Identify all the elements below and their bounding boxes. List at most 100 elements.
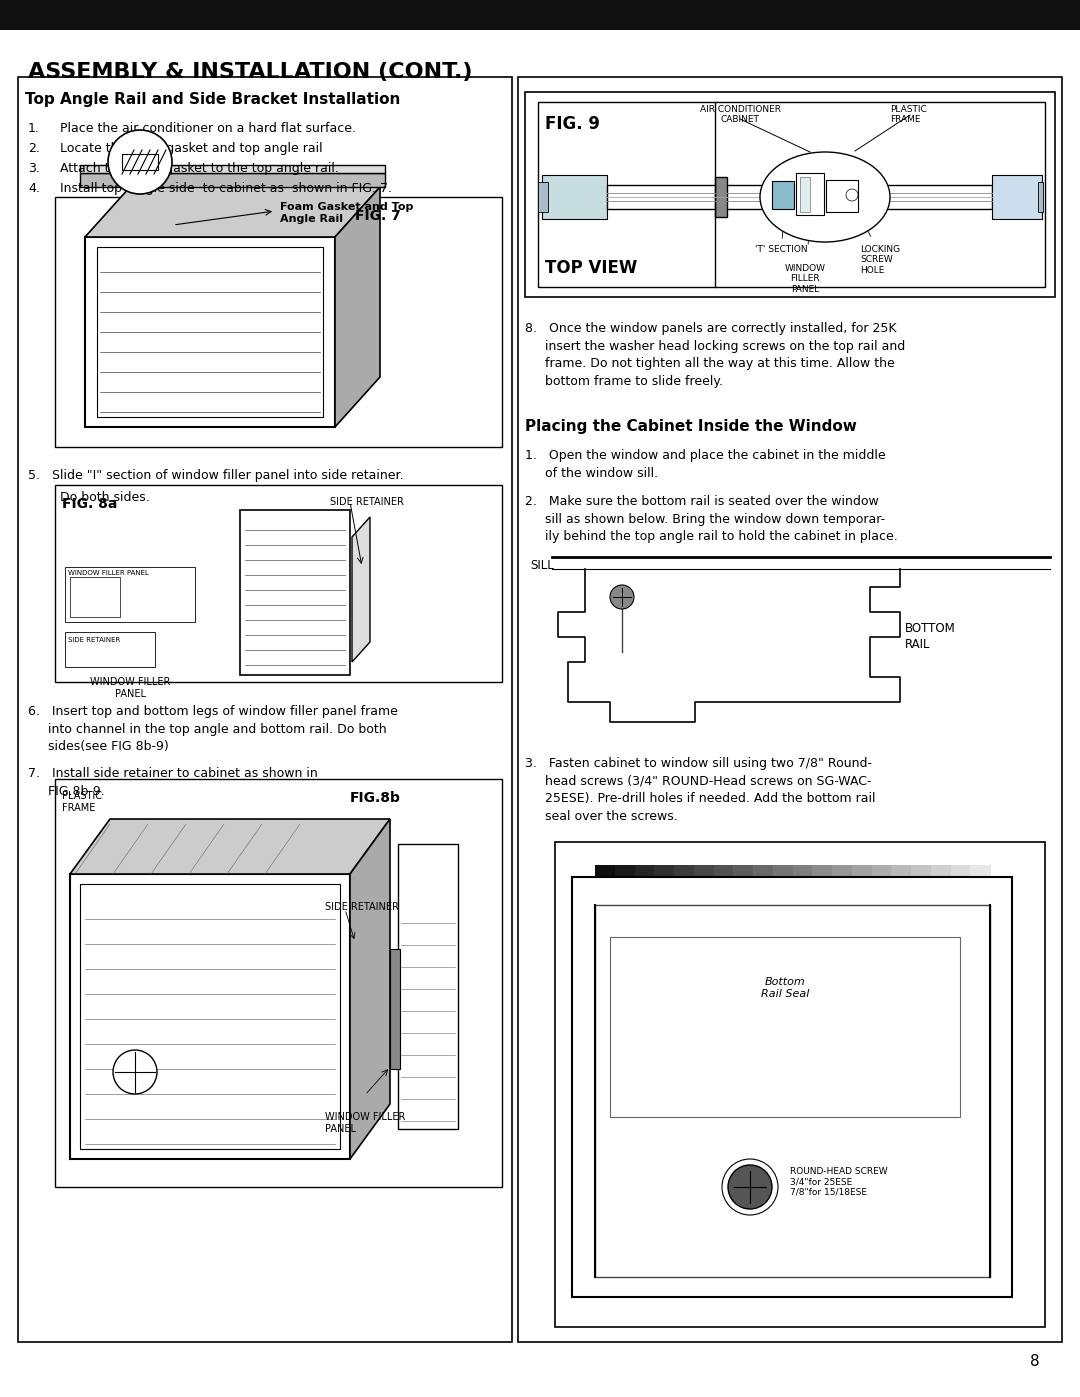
Text: 'T' SECTION: 'T' SECTION [755, 244, 808, 254]
Bar [812, 901, 833, 915]
Bar [654, 901, 675, 915]
Bar [654, 865, 675, 887]
Circle shape [728, 1165, 772, 1208]
Bar [812, 865, 833, 887]
Bar [70, 577, 120, 617]
Text: WINDOW
FILLER
PANEL: WINDOW FILLER PANEL [784, 264, 825, 293]
Bar [773, 865, 794, 887]
Text: SIDE RETAINER: SIDE RETAINER [330, 497, 404, 507]
Bar [615, 865, 635, 887]
Text: 1.: 1. [28, 122, 40, 136]
Text: 1.   Open the window and place the cabinet in the middle
     of the window sill: 1. Open the window and place the cabinet… [525, 448, 886, 479]
Text: LOCKING
SCREW
HOLE: LOCKING SCREW HOLE [860, 244, 900, 275]
Bar [595, 901, 616, 915]
Bar [97, 247, 323, 416]
Text: PLASTIC
FRAME: PLASTIC FRAME [62, 791, 102, 813]
Bar [793, 901, 813, 915]
Bar [674, 901, 694, 915]
Circle shape [108, 130, 172, 194]
Bar [610, 937, 960, 1118]
Bar [18, 77, 512, 1343]
Bar [607, 184, 993, 210]
Text: Placing the Cabinet Inside the Window: Placing the Cabinet Inside the Window [525, 419, 856, 434]
Bar [832, 865, 853, 887]
Bar [572, 877, 1012, 1296]
Bar [122, 154, 158, 170]
Bar [832, 901, 853, 915]
Text: Install top  angle side  to cabinet as  shown in FIG. 7.: Install top angle side to cabinet as sho… [60, 182, 392, 196]
Bar [753, 865, 773, 887]
Bar [800, 177, 810, 212]
Bar [993, 175, 1042, 219]
Text: FIG.8b: FIG.8b [350, 791, 401, 805]
Bar [733, 865, 754, 887]
Bar [595, 905, 990, 1277]
Text: 2.: 2. [28, 142, 40, 155]
Bar [70, 875, 350, 1160]
Bar [635, 901, 656, 915]
Bar [891, 901, 912, 915]
Bar [674, 865, 694, 887]
Bar [852, 865, 873, 887]
Bar [615, 901, 635, 915]
Bar [80, 884, 340, 1148]
Text: BOTTOM
RAIL: BOTTOM RAIL [905, 622, 956, 651]
Text: Attach the foam gasket to the top angle rail.: Attach the foam gasket to the top angle … [60, 162, 339, 175]
Bar [715, 177, 727, 217]
Text: TOP VIEW: TOP VIEW [545, 258, 637, 277]
Bar [931, 901, 951, 915]
Bar [525, 92, 1055, 298]
Bar [635, 865, 656, 887]
Text: PLASTIC
FRAME: PLASTIC FRAME [890, 105, 927, 124]
Text: WINDOW FILLER PANEL: WINDOW FILLER PANEL [68, 570, 149, 576]
Text: 2.   Make sure the bottom rail is seated over the window
     sill as shown belo: 2. Make sure the bottom rail is seated o… [525, 495, 897, 543]
Text: WINDOW FILLER
PANEL: WINDOW FILLER PANEL [325, 1112, 405, 1133]
Text: Place the air conditioner on a hard flat surface.: Place the air conditioner on a hard flat… [60, 122, 356, 136]
Bar [753, 901, 773, 915]
Bar [555, 842, 1045, 1327]
Bar [950, 901, 971, 915]
Text: Bottom
Rail Seal: Bottom Rail Seal [760, 977, 809, 999]
Text: SIDE RETAINER: SIDE RETAINER [325, 902, 399, 912]
Text: Top Angle Rail and Side Bracket Installation: Top Angle Rail and Side Bracket Installa… [25, 92, 401, 108]
Bar [538, 102, 1045, 286]
Polygon shape [350, 819, 390, 1160]
Bar [1038, 182, 1043, 212]
Circle shape [846, 189, 858, 201]
Bar [714, 865, 734, 887]
Bar [852, 901, 873, 915]
Bar [772, 182, 794, 210]
Bar [80, 165, 384, 173]
Bar [872, 865, 892, 887]
Bar [826, 180, 858, 212]
Bar [518, 77, 1062, 1343]
Text: 8.   Once the window panels are correctly installed, for 25K
     insert the was: 8. Once the window panels are correctly … [525, 321, 905, 387]
Bar [399, 844, 458, 1129]
Bar [240, 510, 350, 675]
Bar [65, 567, 195, 622]
Text: Foam Gasket and Top
Angle Rail: Foam Gasket and Top Angle Rail [280, 203, 414, 225]
Circle shape [113, 1051, 157, 1094]
Bar [85, 237, 335, 427]
Text: FIG. 7: FIG. 7 [355, 210, 401, 224]
Bar [55, 780, 502, 1187]
Text: Locate the foam gasket and top angle rail: Locate the foam gasket and top angle rai… [60, 142, 323, 155]
Text: AIR CONDITIONER
CABINET: AIR CONDITIONER CABINET [700, 105, 781, 124]
Bar [65, 631, 156, 666]
Bar [693, 865, 715, 887]
Bar [0, 0, 1080, 29]
Text: SILL: SILL [530, 559, 554, 571]
Bar [970, 901, 991, 915]
Bar [891, 865, 912, 887]
Ellipse shape [760, 152, 890, 242]
Text: SIDE RETAINER: SIDE RETAINER [68, 637, 120, 643]
Bar [542, 175, 607, 219]
Bar [872, 901, 892, 915]
Text: ROUND-HEAD SCREW
3/4"for 25ESE
7/8"for 15/18ESE: ROUND-HEAD SCREW 3/4"for 25ESE 7/8"for 1… [789, 1166, 888, 1197]
Bar [80, 173, 384, 187]
Bar [773, 901, 794, 915]
Bar [796, 173, 824, 215]
Bar [970, 865, 991, 887]
Bar [950, 865, 971, 887]
Text: 6.   Insert top and bottom legs of window filler panel frame
     into channel i: 6. Insert top and bottom legs of window … [28, 705, 397, 753]
